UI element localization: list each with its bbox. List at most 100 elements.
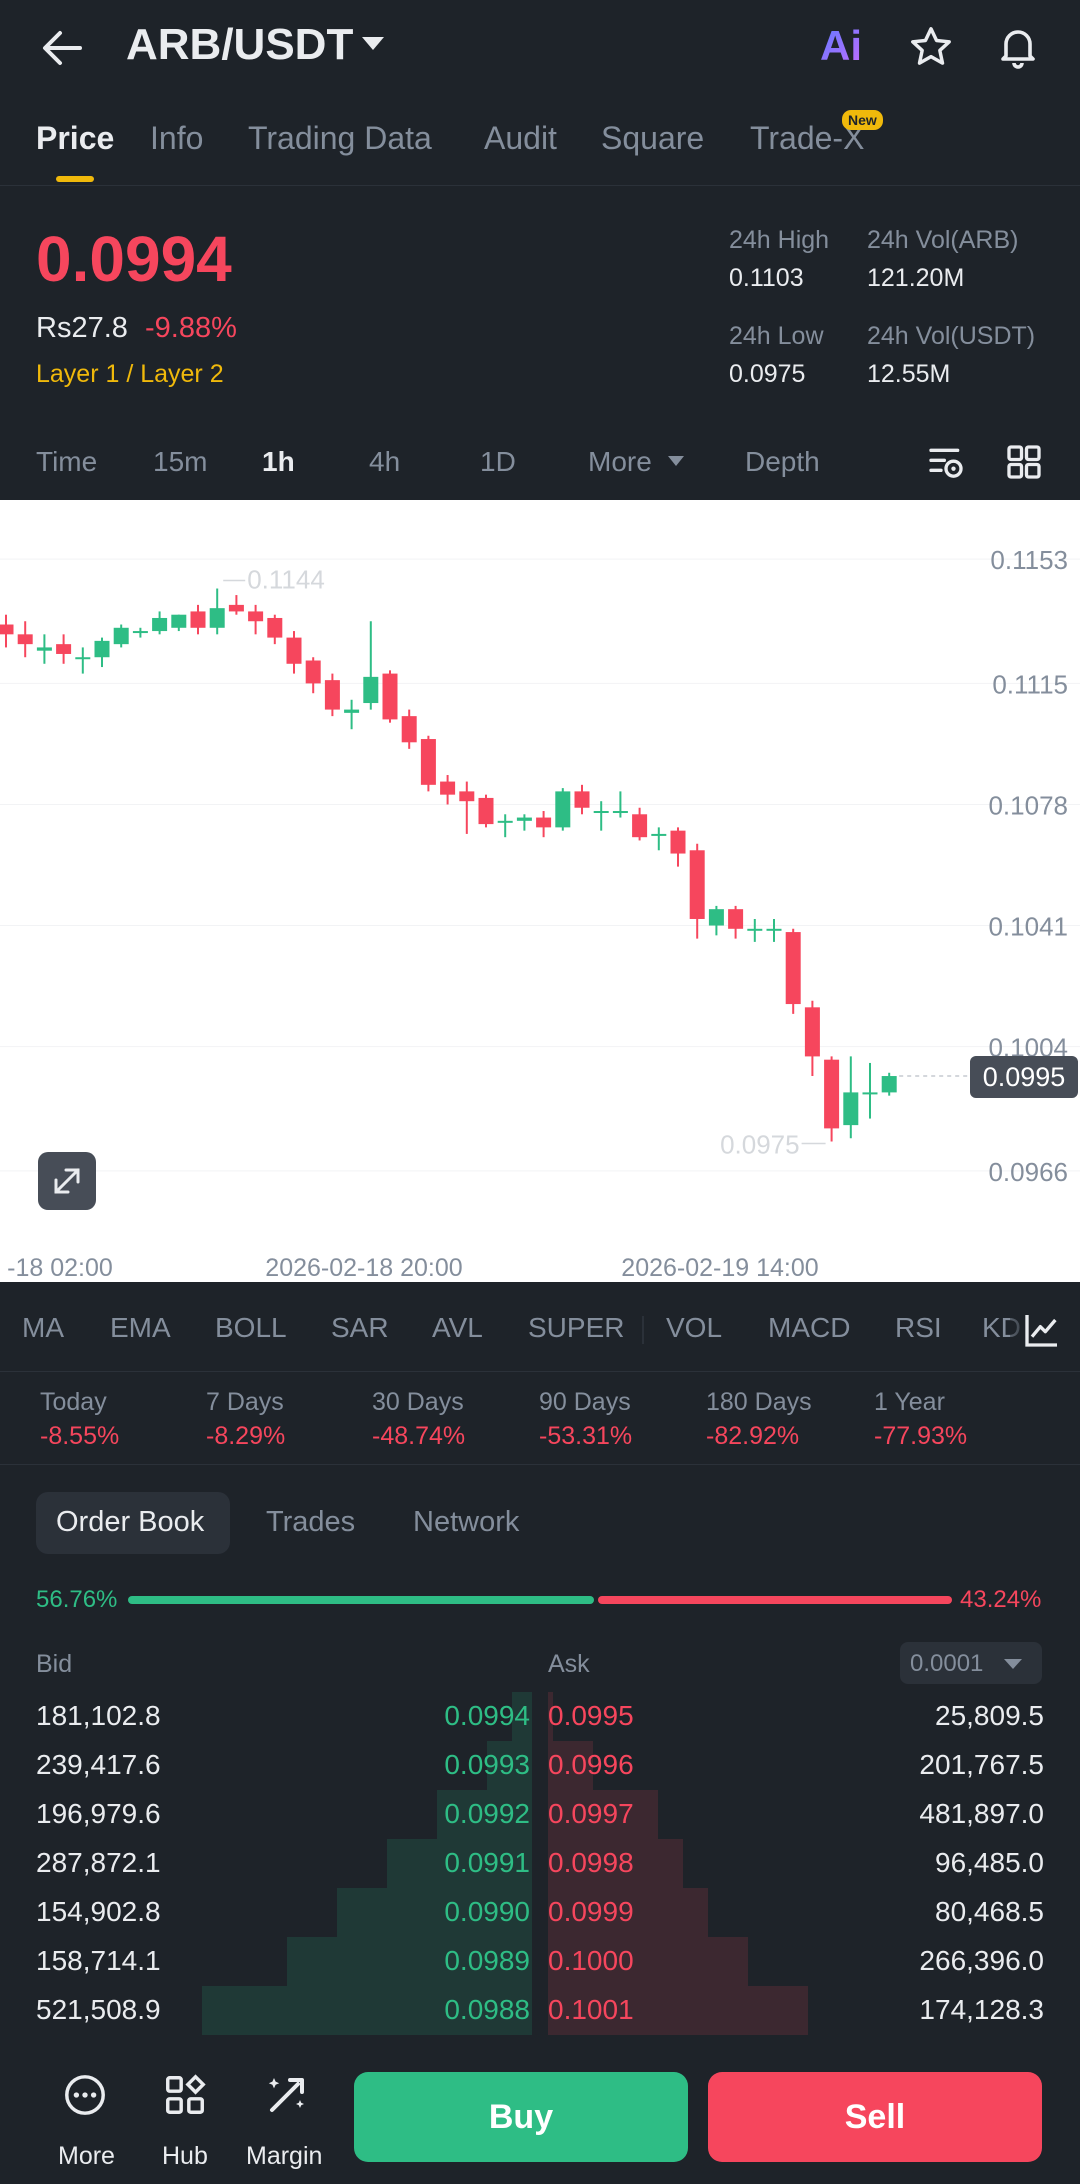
buy-button[interactable]: Buy <box>354 2072 688 2162</box>
order-book-row[interactable]: 287,872.1 0.0991 0.0998 96,485.0 <box>0 1839 1080 1888</box>
ask-quantity: 174,128.3 <box>919 1994 1044 2025</box>
indicator-sar[interactable]: SAR <box>331 1312 389 1343</box>
candle-body <box>17 634 33 645</box>
vol-quote-label: 24h Vol(USDT) <box>867 322 1036 350</box>
indicator-rsi[interactable]: RSI <box>895 1312 942 1343</box>
bid-quantity: 154,902.8 <box>36 1896 161 1927</box>
bell-notification-icon[interactable] <box>994 22 1042 70</box>
ask-quantity: 481,897.0 <box>919 1798 1044 1829</box>
precision-value: 0.0001 <box>910 1650 984 1677</box>
ask-header: Ask <box>548 1650 590 1678</box>
interval-1d[interactable]: 1D <box>480 446 516 477</box>
indicator-boll[interactable]: BOLL <box>215 1312 287 1343</box>
vol-base-label: 24h Vol(ARB) <box>867 226 1019 254</box>
candle-body <box>56 644 72 654</box>
candle-body <box>632 814 648 838</box>
bid-depth-bar <box>337 1888 532 1937</box>
order-book-row[interactable]: 154,902.8 0.0990 0.0999 80,468.5 <box>0 1888 1080 1937</box>
tab-network[interactable]: Network <box>413 1506 520 1538</box>
ask-price: 0.0997 <box>548 1798 634 1829</box>
tab-info[interactable]: Info <box>150 120 204 156</box>
candle-body <box>324 680 340 710</box>
order-book-row[interactable]: 181,102.8 0.0994 0.0995 25,809.5 <box>0 1692 1080 1741</box>
indicator-avl[interactable]: AVL <box>432 1312 483 1343</box>
low-value: 0.0975 <box>729 360 806 388</box>
bid-quantity: 181,102.8 <box>36 1700 161 1731</box>
indicator-ma[interactable]: MA <box>22 1312 64 1343</box>
new-badge: New <box>842 110 883 130</box>
chart-settings-icon[interactable] <box>926 442 966 482</box>
fullscreen-button[interactable] <box>38 1152 96 1210</box>
last-price: 0.0994 <box>36 223 232 295</box>
candle-body <box>785 932 801 1005</box>
back-arrow-icon[interactable] <box>40 28 84 68</box>
indicator-vol[interactable]: VOL <box>666 1312 723 1343</box>
bid-depth-bar <box>387 1839 532 1888</box>
interval-more[interactable]: More <box>588 446 652 477</box>
tab-trades[interactable]: Trades <box>266 1506 356 1538</box>
candle-body <box>612 811 628 814</box>
tab-order-book-pill[interactable] <box>36 1492 230 1554</box>
candle-body <box>497 820 513 823</box>
margin-button[interactable]: Margin <box>240 2044 340 2184</box>
sell-button[interactable]: Sell <box>708 2072 1042 2162</box>
indicator-settings-icon[interactable] <box>1022 1310 1062 1350</box>
interval-15m[interactable]: 15m <box>153 446 208 477</box>
pair-selector[interactable]: ARB/USDT <box>126 20 354 69</box>
order-book-row[interactable]: 239,417.6 0.0993 0.0996 201,767.5 <box>0 1741 1080 1790</box>
interval-time[interactable]: Time <box>36 446 98 477</box>
y-tick-label: 0.1115 <box>992 669 1068 699</box>
vol-base-value: 121.20M <box>867 264 965 292</box>
hub-button[interactable]: Hub <box>146 2044 226 2184</box>
indicator-macd[interactable]: MACD <box>768 1312 851 1343</box>
ask-quantity: 25,809.5 <box>935 1700 1044 1731</box>
ask-quantity: 96,485.0 <box>935 1847 1044 1878</box>
indicator-super[interactable]: SUPER <box>528 1312 625 1343</box>
bid-price: 0.0990 <box>444 1896 530 1927</box>
sector-tag[interactable]: Layer 1 / Layer 2 <box>36 360 224 388</box>
layout-grid-icon[interactable] <box>1004 442 1044 482</box>
candle-body <box>728 909 744 929</box>
interval-depth[interactable]: Depth <box>745 446 820 477</box>
bid-price: 0.0991 <box>444 1847 530 1878</box>
order-book-row[interactable]: 196,979.6 0.0992 0.0997 481,897.0 <box>0 1790 1080 1839</box>
price-chart[interactable]: 0.1153 0.1115 0.1078 0.1041 0.1004 0.0966 0.11… <box>0 500 1080 1282</box>
perf-value-90d: -53.31% <box>539 1422 633 1450</box>
candlestick-chart[interactable]: 0.11530.11150.10780.10410.10040.09660.11… <box>0 500 1080 1282</box>
low-label: 24h Low <box>729 322 824 350</box>
candle-body <box>708 909 724 926</box>
tab-audit[interactable]: Audit <box>484 120 557 156</box>
bid-depth-bar <box>287 1937 532 1986</box>
candle-body <box>651 833 667 836</box>
more-dropdown-caret-icon[interactable] <box>668 456 684 466</box>
tab-trading-data[interactable]: Trading Data <box>248 120 432 156</box>
active-tab-indicator <box>56 176 94 182</box>
interval-4h[interactable]: 4h <box>369 446 401 477</box>
change-percent: -9.88% <box>145 312 237 344</box>
ask-price: 0.0998 <box>548 1847 634 1878</box>
bid-price: 0.0994 <box>444 1700 530 1731</box>
precision-selector[interactable]: 0.0001 <box>900 1642 1042 1684</box>
ai-assistant-icon[interactable]: Ai <box>820 22 862 69</box>
pair-dropdown-caret-icon[interactable] <box>362 37 384 50</box>
order-book-row[interactable]: 158,714.1 0.0989 0.1000 266,396.0 <box>0 1937 1080 1986</box>
indicator-ema[interactable]: EMA <box>110 1312 171 1343</box>
more-button[interactable]: More <box>40 2044 132 2184</box>
perf-label-90d: 90 Days <box>539 1388 631 1416</box>
interval-1h[interactable]: 1h <box>262 446 295 477</box>
candle-body <box>881 1076 897 1093</box>
candle-body <box>36 647 52 651</box>
perf-label-30d: 30 Days <box>372 1388 464 1416</box>
candle-body <box>766 928 782 931</box>
ask-depth-bar <box>548 1692 553 1741</box>
bid-depth-bar <box>512 1692 532 1741</box>
ask-price: 0.1000 <box>548 1945 634 1976</box>
star-favorite-icon[interactable] <box>908 24 954 70</box>
tab-square[interactable]: Square <box>601 120 705 156</box>
tab-price[interactable]: Price <box>36 120 115 156</box>
hub-grid-icon <box>166 2074 206 2114</box>
bid-header: Bid <box>36 1650 73 1678</box>
ask-ratio: 43.24% <box>960 1586 1042 1613</box>
tab-order-book[interactable]: Order Book <box>56 1506 205 1538</box>
order-book-row[interactable]: 521,508.9 0.0988 0.1001 174,128.3 <box>0 1986 1080 2035</box>
